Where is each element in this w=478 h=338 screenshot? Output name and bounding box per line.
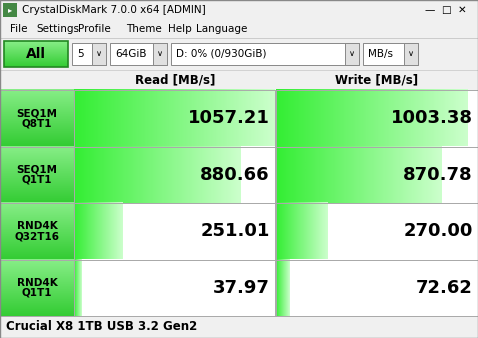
Text: ∨: ∨ bbox=[349, 49, 355, 58]
Bar bbox=[0, 38, 478, 70]
Text: Write [MB/s]: Write [MB/s] bbox=[336, 73, 419, 87]
Bar bbox=[4, 41, 68, 67]
Text: MB/s: MB/s bbox=[368, 49, 393, 59]
Bar bbox=[74, 146, 275, 203]
Bar bbox=[0, 20, 478, 38]
Bar bbox=[74, 90, 275, 146]
Text: —: — bbox=[425, 5, 435, 15]
Bar bbox=[153, 43, 167, 65]
Bar bbox=[276, 146, 478, 203]
Bar bbox=[74, 146, 275, 203]
Text: 72.62: 72.62 bbox=[416, 279, 473, 297]
Text: 5: 5 bbox=[77, 49, 84, 59]
Bar bbox=[0, 70, 478, 90]
Bar bbox=[92, 43, 106, 65]
Text: 880.66: 880.66 bbox=[200, 166, 270, 184]
Text: Crucial X8 1TB USB 3.2 Gen2: Crucial X8 1TB USB 3.2 Gen2 bbox=[6, 320, 197, 334]
Bar bbox=[276, 203, 478, 260]
Bar bbox=[74, 260, 275, 316]
Bar bbox=[74, 203, 275, 260]
Text: ▸: ▸ bbox=[8, 5, 12, 15]
Text: Settings: Settings bbox=[36, 24, 79, 34]
Text: Q8T1: Q8T1 bbox=[22, 118, 52, 128]
Text: 64GiB: 64GiB bbox=[115, 49, 146, 59]
Text: ∨: ∨ bbox=[96, 49, 102, 58]
Bar bbox=[0, 90, 74, 146]
Bar bbox=[0, 260, 74, 316]
Text: D: 0% (0/930GiB): D: 0% (0/930GiB) bbox=[176, 49, 267, 59]
Text: Q1T1: Q1T1 bbox=[22, 175, 52, 185]
Bar bbox=[0, 0, 478, 20]
Text: Profile: Profile bbox=[78, 24, 111, 34]
Text: Q32T16: Q32T16 bbox=[14, 231, 59, 241]
Text: Read [MB/s]: Read [MB/s] bbox=[135, 73, 215, 87]
Bar bbox=[276, 203, 478, 260]
Bar bbox=[276, 260, 478, 316]
Bar bbox=[276, 90, 478, 146]
Bar bbox=[276, 90, 478, 146]
Bar bbox=[110, 43, 167, 65]
Bar bbox=[276, 260, 478, 316]
Text: 270.00: 270.00 bbox=[403, 222, 473, 240]
Text: Q1T1: Q1T1 bbox=[22, 288, 52, 298]
Bar bbox=[74, 260, 275, 316]
Text: 1057.21: 1057.21 bbox=[188, 109, 270, 127]
Bar bbox=[74, 90, 275, 146]
Bar bbox=[276, 146, 478, 203]
Bar bbox=[0, 38, 478, 39]
Text: Help: Help bbox=[168, 24, 192, 34]
Text: CrystalDiskMark 7.0.0 x64 [ADMIN]: CrystalDiskMark 7.0.0 x64 [ADMIN] bbox=[22, 5, 206, 15]
Text: RND4K: RND4K bbox=[17, 221, 57, 231]
Text: 251.01: 251.01 bbox=[201, 222, 270, 240]
Text: SEQ1M: SEQ1M bbox=[17, 165, 57, 175]
Bar bbox=[404, 43, 418, 65]
Text: RND4K: RND4K bbox=[17, 278, 57, 288]
Bar bbox=[3, 3, 17, 17]
Text: 1003.38: 1003.38 bbox=[391, 109, 473, 127]
Text: SEQ1M: SEQ1M bbox=[17, 108, 57, 118]
Text: File: File bbox=[10, 24, 28, 34]
Text: All: All bbox=[26, 47, 46, 61]
Text: ✕: ✕ bbox=[457, 5, 467, 15]
Text: □: □ bbox=[441, 5, 451, 15]
Bar bbox=[74, 203, 275, 260]
Text: 870.78: 870.78 bbox=[403, 166, 473, 184]
Bar bbox=[0, 146, 74, 203]
Text: ∨: ∨ bbox=[408, 49, 414, 58]
Text: Language: Language bbox=[196, 24, 248, 34]
Bar bbox=[171, 43, 359, 65]
Bar bbox=[345, 43, 359, 65]
Text: ∨: ∨ bbox=[157, 49, 163, 58]
Bar bbox=[0, 203, 74, 260]
Bar bbox=[363, 43, 418, 65]
Bar bbox=[0, 316, 478, 338]
Text: Theme: Theme bbox=[126, 24, 162, 34]
Text: 37.97: 37.97 bbox=[213, 279, 270, 297]
Bar bbox=[72, 43, 106, 65]
